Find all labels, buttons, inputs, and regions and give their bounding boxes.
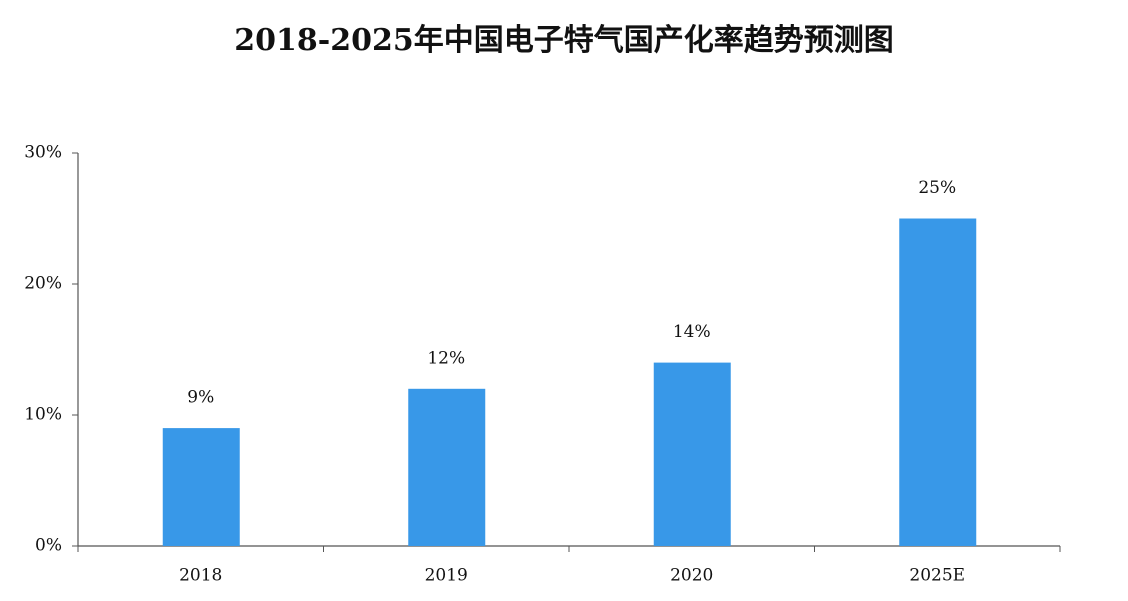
value-label: 12%: [427, 348, 465, 368]
x-tick-label: 2020: [670, 566, 713, 586]
y-tick-label: 30%: [24, 143, 62, 163]
bar: [162, 428, 240, 546]
value-label: 9%: [187, 388, 214, 408]
bar: [653, 362, 731, 546]
chart-title: 2018-2025年中国电子特气国产化率趋势预测图: [234, 23, 893, 58]
y-tick-label: 0%: [35, 536, 62, 556]
x-tick-label: 2025E: [909, 566, 965, 586]
bar: [408, 388, 486, 546]
y-tick-label: 20%: [24, 274, 62, 294]
value-label: 25%: [918, 178, 956, 198]
x-tick-label: 2019: [425, 566, 468, 586]
value-label: 14%: [673, 322, 711, 342]
y-tick-label: 10%: [24, 405, 62, 425]
bar: [899, 218, 977, 546]
x-tick-label: 2018: [179, 566, 222, 586]
